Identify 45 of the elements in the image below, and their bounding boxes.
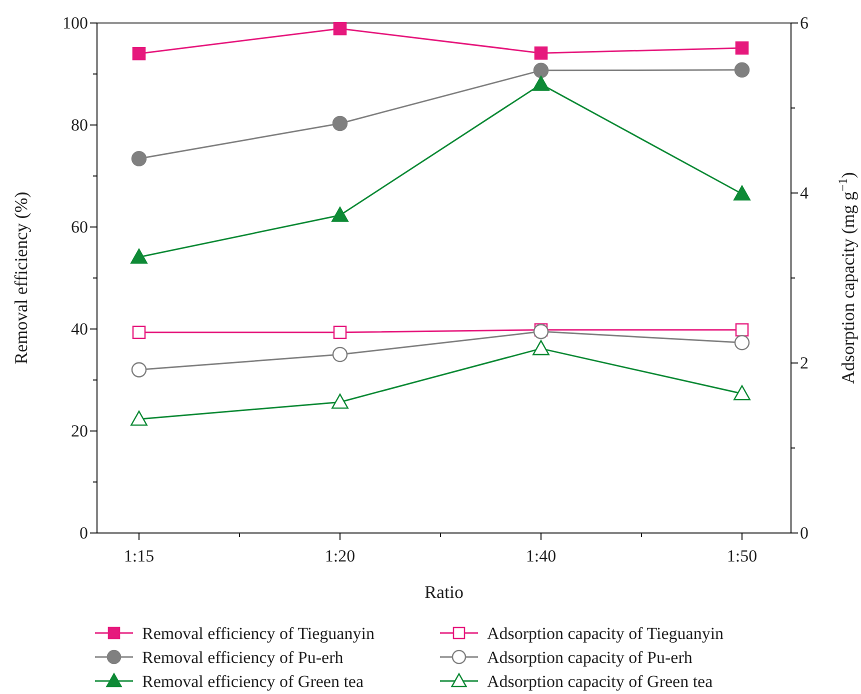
y-tick-label: 40 — [71, 319, 88, 338]
point — [332, 206, 348, 222]
point — [131, 151, 147, 166]
y2-tick-label: 0 — [800, 523, 808, 542]
point — [533, 324, 549, 340]
x-tick-label: 1:15 — [124, 546, 154, 566]
point — [333, 326, 347, 340]
point — [132, 326, 146, 340]
x-tick-label: 1:50 — [726, 546, 758, 566]
point — [734, 185, 750, 200]
point — [533, 62, 549, 78]
point — [131, 362, 147, 378]
y-axis-title: Removal efficiency (%) — [11, 192, 31, 364]
point — [332, 346, 348, 362]
point — [734, 334, 750, 350]
point — [130, 248, 148, 264]
legend-label: Removal efficiency of Pu-erh — [142, 648, 344, 667]
point — [534, 46, 548, 60]
y2-tick-label: 4 — [800, 183, 809, 202]
y-tick-label: 60 — [71, 217, 88, 236]
point — [333, 22, 347, 36]
legend-label: Adsorption capacity of Pu-erh — [487, 648, 693, 667]
legend-label: Adsorption capacity of Tieguanyin — [487, 624, 724, 643]
point — [532, 340, 550, 356]
x-tick-label: 1:40 — [526, 546, 556, 566]
point — [132, 46, 146, 60]
x-axis-title: Ratio — [424, 582, 464, 602]
y-tick-label: 80 — [71, 115, 88, 134]
y-tick-label: 100 — [62, 13, 88, 32]
legend-label: Removal efficiency of Tieguanyin — [142, 624, 375, 643]
point — [332, 394, 348, 409]
point — [130, 410, 148, 426]
y2-tick-label: 6 — [800, 13, 808, 32]
legend-label: Adsorption capacity of Green tea — [487, 672, 714, 691]
point — [734, 62, 750, 78]
y2-tick-label: 2 — [800, 353, 808, 372]
point — [735, 323, 749, 336]
y-tick-label: 20 — [71, 421, 88, 440]
legend-label: Removal efficiency of Green tea — [142, 672, 364, 691]
point — [734, 385, 750, 400]
y-tick-label: 0 — [80, 523, 88, 542]
x-tick-label: 1:20 — [324, 546, 356, 566]
point — [532, 76, 550, 91]
point — [332, 116, 348, 132]
point — [735, 41, 749, 55]
